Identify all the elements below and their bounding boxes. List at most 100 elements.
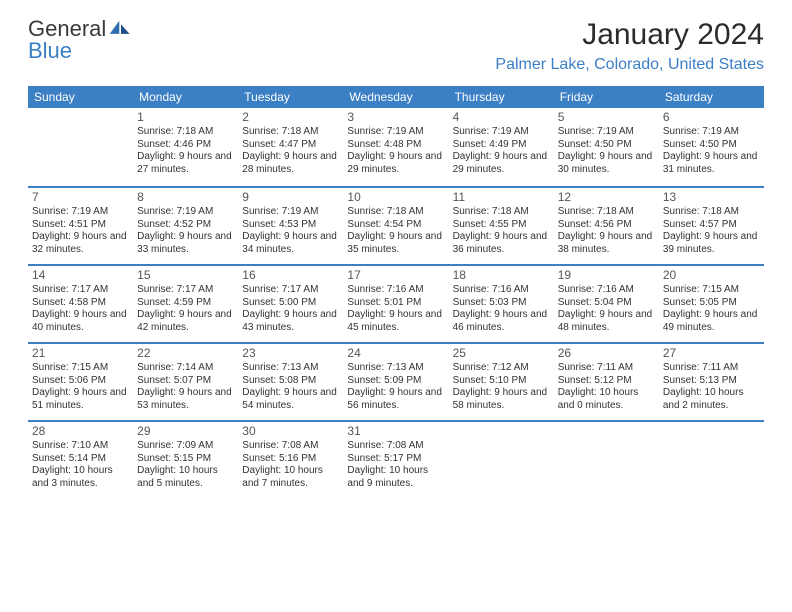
sunrise-text: Sunrise: 7:11 AM <box>663 362 760 375</box>
daylight-text: Daylight: 10 hours and 2 minutes. <box>663 387 760 412</box>
day-cell: 13Sunrise: 7:18 AMSunset: 4:57 PMDayligh… <box>659 188 764 264</box>
dow-header: Monday <box>133 86 238 108</box>
day-number: 13 <box>663 190 760 205</box>
sunset-text: Sunset: 4:52 PM <box>137 219 234 232</box>
day-cell: 5Sunrise: 7:19 AMSunset: 4:50 PMDaylight… <box>554 108 659 186</box>
calendar-grid: SundayMondayTuesdayWednesdayThursdayFrid… <box>28 86 764 498</box>
day-cell: 8Sunrise: 7:19 AMSunset: 4:52 PMDaylight… <box>133 188 238 264</box>
sunrise-text: Sunrise: 7:19 AM <box>347 126 444 139</box>
day-cell: 31Sunrise: 7:08 AMSunset: 5:17 PMDayligh… <box>343 422 448 498</box>
daylight-text: Daylight: 9 hours and 49 minutes. <box>663 309 760 334</box>
sunset-text: Sunset: 4:59 PM <box>137 297 234 310</box>
sunset-text: Sunset: 5:08 PM <box>242 375 339 388</box>
sunset-text: Sunset: 5:07 PM <box>137 375 234 388</box>
daylight-text: Daylight: 9 hours and 29 minutes. <box>347 151 444 176</box>
daylight-text: Daylight: 9 hours and 29 minutes. <box>453 151 550 176</box>
day-number: 2 <box>242 110 339 125</box>
daylight-text: Daylight: 10 hours and 3 minutes. <box>32 465 129 490</box>
daylight-text: Daylight: 10 hours and 5 minutes. <box>137 465 234 490</box>
day-cell <box>554 422 659 498</box>
day-cell: 20Sunrise: 7:15 AMSunset: 5:05 PMDayligh… <box>659 266 764 342</box>
sunrise-text: Sunrise: 7:18 AM <box>453 206 550 219</box>
sunrise-text: Sunrise: 7:10 AM <box>32 440 129 453</box>
day-number: 12 <box>558 190 655 205</box>
sunset-text: Sunset: 5:05 PM <box>663 297 760 310</box>
daylight-text: Daylight: 9 hours and 54 minutes. <box>242 387 339 412</box>
sunrise-text: Sunrise: 7:16 AM <box>558 284 655 297</box>
day-number: 7 <box>32 190 129 205</box>
sunset-text: Sunset: 5:12 PM <box>558 375 655 388</box>
sunset-text: Sunset: 4:55 PM <box>453 219 550 232</box>
sunrise-text: Sunrise: 7:12 AM <box>453 362 550 375</box>
sunset-text: Sunset: 4:48 PM <box>347 139 444 152</box>
day-number: 17 <box>347 268 444 283</box>
sunrise-text: Sunrise: 7:14 AM <box>137 362 234 375</box>
day-number: 18 <box>453 268 550 283</box>
sunset-text: Sunset: 4:50 PM <box>663 139 760 152</box>
daylight-text: Daylight: 9 hours and 51 minutes. <box>32 387 129 412</box>
day-cell <box>28 108 133 186</box>
day-number: 26 <box>558 346 655 361</box>
sunset-text: Sunset: 4:49 PM <box>453 139 550 152</box>
daylight-text: Daylight: 9 hours and 30 minutes. <box>558 151 655 176</box>
sunrise-text: Sunrise: 7:08 AM <box>242 440 339 453</box>
sunset-text: Sunset: 4:53 PM <box>242 219 339 232</box>
daylight-text: Daylight: 10 hours and 7 minutes. <box>242 465 339 490</box>
daylight-text: Daylight: 9 hours and 33 minutes. <box>137 231 234 256</box>
day-number: 29 <box>137 424 234 439</box>
day-cell: 10Sunrise: 7:18 AMSunset: 4:54 PMDayligh… <box>343 188 448 264</box>
logo-text-blue: Blue <box>28 40 134 62</box>
sunset-text: Sunset: 5:09 PM <box>347 375 444 388</box>
day-number: 11 <box>453 190 550 205</box>
sunset-text: Sunset: 4:58 PM <box>32 297 129 310</box>
day-cell <box>449 422 554 498</box>
sunset-text: Sunset: 5:04 PM <box>558 297 655 310</box>
sunrise-text: Sunrise: 7:16 AM <box>347 284 444 297</box>
daylight-text: Daylight: 9 hours and 43 minutes. <box>242 309 339 334</box>
day-cell <box>659 422 764 498</box>
sunrise-text: Sunrise: 7:19 AM <box>558 126 655 139</box>
daylight-text: Daylight: 9 hours and 31 minutes. <box>663 151 760 176</box>
day-number: 25 <box>453 346 550 361</box>
title-block: January 2024 Palmer Lake, Colorado, Unit… <box>495 18 764 74</box>
daylight-text: Daylight: 9 hours and 28 minutes. <box>242 151 339 176</box>
day-cell: 23Sunrise: 7:13 AMSunset: 5:08 PMDayligh… <box>238 344 343 420</box>
sunrise-text: Sunrise: 7:13 AM <box>242 362 339 375</box>
day-number: 15 <box>137 268 234 283</box>
sunset-text: Sunset: 4:51 PM <box>32 219 129 232</box>
day-cell: 9Sunrise: 7:19 AMSunset: 4:53 PMDaylight… <box>238 188 343 264</box>
daylight-text: Daylight: 9 hours and 36 minutes. <box>453 231 550 256</box>
sunset-text: Sunset: 4:47 PM <box>242 139 339 152</box>
daylight-text: Daylight: 9 hours and 35 minutes. <box>347 231 444 256</box>
day-cell: 6Sunrise: 7:19 AMSunset: 4:50 PMDaylight… <box>659 108 764 186</box>
sunrise-text: Sunrise: 7:19 AM <box>137 206 234 219</box>
day-number: 1 <box>137 110 234 125</box>
day-cell: 16Sunrise: 7:17 AMSunset: 5:00 PMDayligh… <box>238 266 343 342</box>
sunset-text: Sunset: 4:56 PM <box>558 219 655 232</box>
day-number: 22 <box>137 346 234 361</box>
day-number: 5 <box>558 110 655 125</box>
dow-header: Tuesday <box>238 86 343 108</box>
month-title: January 2024 <box>495 18 764 52</box>
sunrise-text: Sunrise: 7:09 AM <box>137 440 234 453</box>
daylight-text: Daylight: 9 hours and 40 minutes. <box>32 309 129 334</box>
sail-icon <box>108 18 134 40</box>
day-cell: 14Sunrise: 7:17 AMSunset: 4:58 PMDayligh… <box>28 266 133 342</box>
sunset-text: Sunset: 5:10 PM <box>453 375 550 388</box>
day-number: 28 <box>32 424 129 439</box>
sunset-text: Sunset: 5:06 PM <box>32 375 129 388</box>
day-number: 20 <box>663 268 760 283</box>
daylight-text: Daylight: 9 hours and 42 minutes. <box>137 309 234 334</box>
sunset-text: Sunset: 5:14 PM <box>32 453 129 466</box>
sunset-text: Sunset: 4:57 PM <box>663 219 760 232</box>
sunrise-text: Sunrise: 7:17 AM <box>137 284 234 297</box>
calendar-page: GeneralBlue January 2024 Palmer Lake, Co… <box>0 0 792 510</box>
week-row: 1Sunrise: 7:18 AMSunset: 4:46 PMDaylight… <box>28 108 764 186</box>
day-cell: 21Sunrise: 7:15 AMSunset: 5:06 PMDayligh… <box>28 344 133 420</box>
day-number: 27 <box>663 346 760 361</box>
sunrise-text: Sunrise: 7:17 AM <box>242 284 339 297</box>
day-cell: 2Sunrise: 7:18 AMSunset: 4:47 PMDaylight… <box>238 108 343 186</box>
sunrise-text: Sunrise: 7:08 AM <box>347 440 444 453</box>
day-cell: 17Sunrise: 7:16 AMSunset: 5:01 PMDayligh… <box>343 266 448 342</box>
sunrise-text: Sunrise: 7:18 AM <box>347 206 444 219</box>
